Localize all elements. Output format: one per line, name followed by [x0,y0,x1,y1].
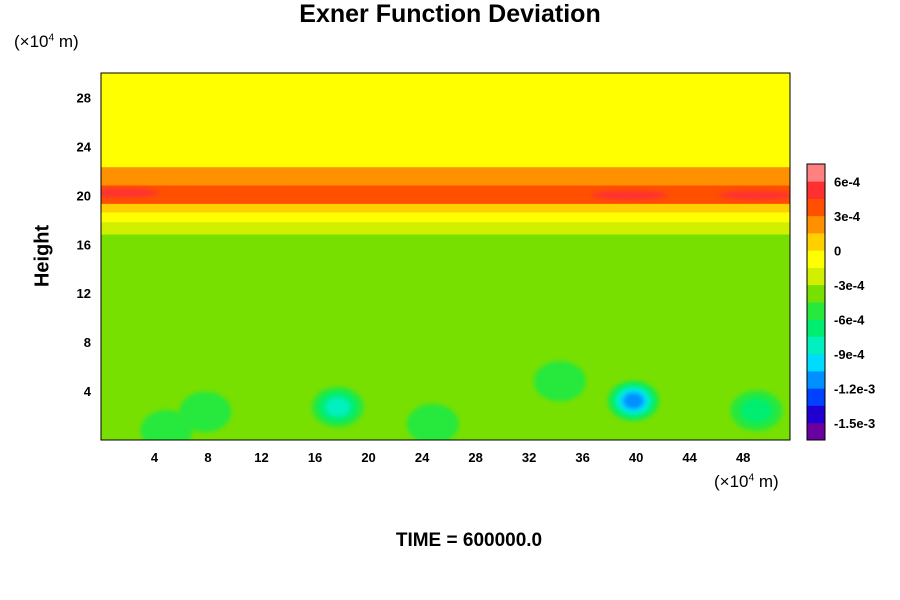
colorbar-ticks: 6e-4 3e-4 0 -3e-4 -6e-4 -9e-4 -1.2e-3 -1.5e-3 [834,174,875,431]
x-unit-suffix: m) [754,472,779,491]
colorbar-swatch-9 [807,267,825,286]
minimum-5-ring-0 [406,403,459,440]
x-tick-label-1: 8 [204,450,211,465]
contour-band-3 [101,185,790,205]
colorbar-swatch-1 [807,405,825,424]
contour-band-6 [101,222,790,235]
x-tick-label-0: 4 [151,450,159,465]
colorbar-tick-label-5: -9e-4 [834,347,865,362]
y-tick-label-0: 4 [84,384,92,399]
colorbar-tick-label-1: 3e-4 [834,209,861,224]
x-tick-label-7: 32 [522,450,536,465]
hotspot-1 [718,190,790,200]
minimum-2-ring-1 [740,398,773,424]
x-unit-exponent: 4 [748,472,755,484]
x-tick-label-2: 12 [254,450,268,465]
y-axis-ticks: 4 8 12 16 20 24 28 [77,90,92,399]
minimum-1-ring-4 [623,393,644,409]
contour-band-0 [101,73,790,168]
x-tick-label-9: 40 [629,450,643,465]
contour-field [101,73,790,440]
y-tick-label-1: 8 [84,335,91,350]
plot-frame [100,72,791,441]
contour-band-4 [101,203,790,213]
colorbar-swatch-0 [807,422,825,441]
minimum-6-ring-0 [140,409,193,440]
x-tick-label-8: 36 [575,450,589,465]
colorbar-tick-label-2: 0 [834,243,841,258]
minimum-0-ring-2 [325,397,351,417]
colorbar-tick-label-6: -1.2e-3 [834,381,875,396]
colorbar [806,163,826,441]
y-unit-suffix: m) [54,32,79,51]
time-label: TIME = 600000.0 [395,530,543,551]
colorbar-swatch-14 [807,181,825,199]
colorbar-swatch-10 [807,250,825,268]
y-tick-label-6: 28 [77,90,91,105]
x-unit-prefix: (×10 [714,472,749,491]
minimum-4-ring-0 [533,361,586,402]
colorbar-swatch-13 [807,198,825,217]
hotspot-0 [101,188,160,198]
colorbar-swatch-4 [807,353,825,372]
x-axis-ticks: 4 8 12 16 20 24 28 32 36 40 44 48 [151,450,751,465]
y-tick-label-2: 12 [77,286,91,301]
y-unit-prefix: (×10 [14,32,49,51]
colorbar-tick-label-4: -6e-4 [834,312,865,327]
y-unit-exponent: 4 [48,32,55,44]
colorbar-swatch-8 [807,284,825,303]
colorbar-tick-label-3: -3e-4 [834,278,865,293]
chart-title: Exner Function Deviation [299,0,601,28]
x-tick-label-3: 16 [308,450,322,465]
colorbar-tick-label-0: 6e-4 [834,174,861,189]
y-tick-label-5: 24 [77,139,92,154]
x-tick-label-4: 20 [361,450,375,465]
y-tick-label-4: 20 [77,188,91,203]
contour-band-5 [101,212,790,223]
hotspot-3 [196,189,273,199]
colorbar-swatch-6 [807,319,825,337]
colorbar-frame [806,163,826,441]
x-tick-label-6: 28 [468,450,482,465]
contour-band-2 [101,176,790,187]
y-tick-label-3: 16 [77,237,91,252]
hotspot-2 [591,190,668,200]
contour-band-1 [101,167,790,178]
colorbar-swatch-3 [807,371,825,389]
x-axis-unit: (×104 m) [714,472,779,492]
colorbar-swatch-7 [807,302,825,320]
colorbar-tick-label-7: -1.5e-3 [834,416,875,431]
y-axis-unit: (×104 m) [14,32,79,52]
colorbar-swatch-5 [807,336,825,355]
colorbar-swatch-15 [807,164,825,182]
x-tick-label-5: 24 [415,450,430,465]
x-tick-label-11: 48 [736,450,750,465]
colorbar-swatch-12 [807,215,825,234]
colorbar-swatch-2 [807,388,825,406]
minimum-3-ring-0 [179,391,232,433]
colorbar-swatch-11 [807,233,825,251]
x-tick-label-10: 44 [682,450,697,465]
